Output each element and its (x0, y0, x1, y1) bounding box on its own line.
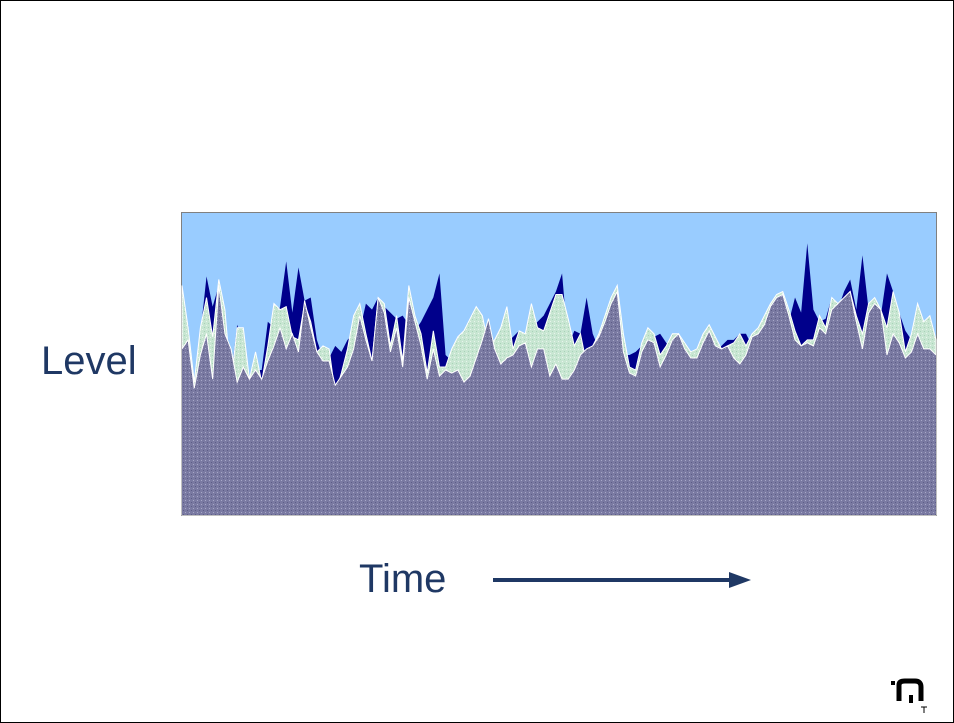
area-chart (181, 212, 937, 516)
corner-logo-icon (891, 678, 927, 713)
series-layer (181, 243, 937, 516)
area-series-3 (182, 285, 936, 515)
y-axis-label: Level (41, 339, 137, 383)
x-axis-label: Time (359, 557, 447, 601)
time-arrow-icon (493, 572, 751, 588)
area-series-3-edge (181, 285, 937, 389)
